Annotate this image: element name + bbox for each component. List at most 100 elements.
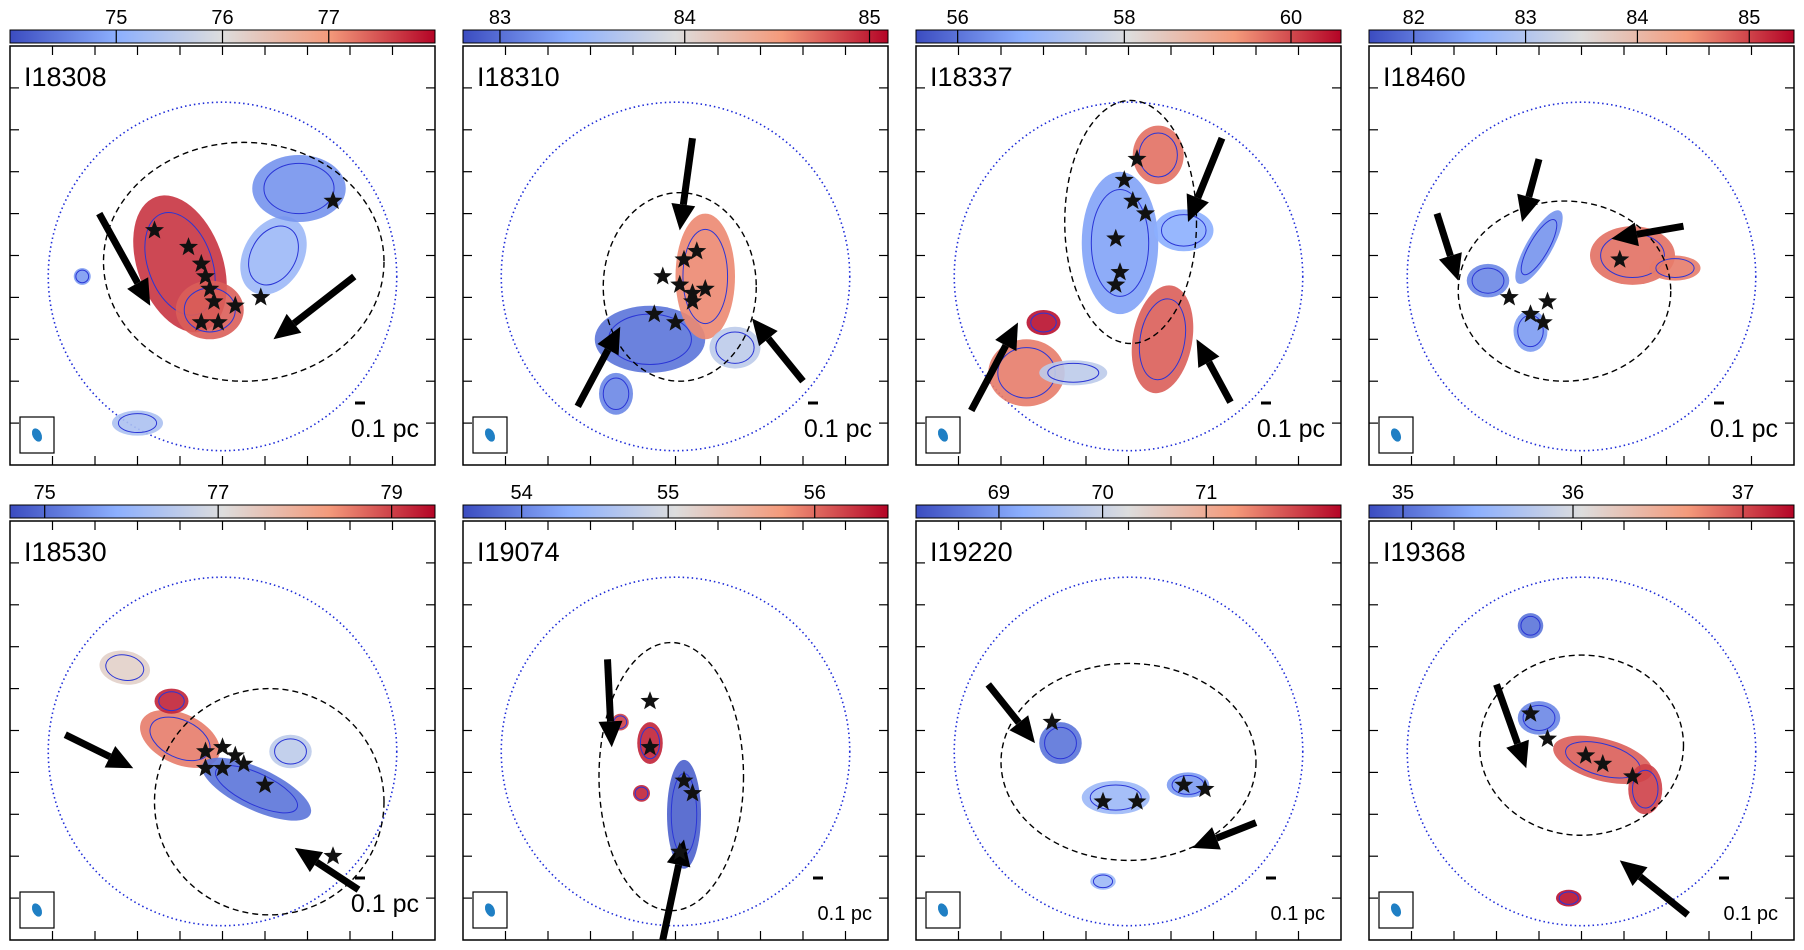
core-star bbox=[204, 291, 224, 310]
dashed-outline bbox=[1478, 654, 1685, 836]
core-star bbox=[683, 783, 702, 802]
flow-arrow bbox=[63, 731, 134, 769]
scale-bar-label: 0.1 pc bbox=[1724, 903, 1778, 925]
flow-arrow bbox=[752, 318, 806, 384]
velocity-region bbox=[252, 154, 346, 222]
intensity-contour bbox=[1522, 704, 1556, 731]
panel-frame bbox=[915, 520, 1342, 941]
intensity-contour bbox=[1471, 267, 1505, 294]
core-star bbox=[1127, 149, 1147, 168]
core-star bbox=[196, 758, 215, 777]
velocity-region bbox=[1081, 780, 1150, 815]
core-star bbox=[323, 191, 343, 210]
colorbar-tick-label: 55 bbox=[657, 482, 679, 504]
velocity-region bbox=[675, 213, 735, 340]
intensity-contour bbox=[117, 413, 158, 434]
field-circle bbox=[47, 101, 398, 452]
flow-arrow bbox=[273, 273, 357, 340]
core-star bbox=[191, 312, 211, 331]
colorbar bbox=[462, 504, 889, 519]
beam-ellipse bbox=[1390, 428, 1402, 442]
core-star bbox=[1174, 775, 1194, 794]
core-star bbox=[196, 741, 215, 760]
dashed-outline bbox=[1457, 200, 1672, 382]
field-circle bbox=[953, 101, 1304, 452]
flow-arrow bbox=[1517, 158, 1543, 222]
velocity-region bbox=[1039, 722, 1082, 765]
intensity-contour bbox=[274, 738, 307, 765]
core-star bbox=[323, 846, 343, 865]
core-star bbox=[213, 758, 232, 777]
colorbar bbox=[915, 29, 1342, 44]
core-star bbox=[653, 266, 673, 285]
intensity-contour bbox=[1030, 312, 1057, 333]
dashed-outline bbox=[1064, 99, 1198, 345]
velocity-region bbox=[140, 709, 220, 768]
velocity-region bbox=[1026, 309, 1061, 336]
flow-arrow bbox=[96, 211, 151, 306]
colorbar bbox=[462, 29, 889, 44]
core-star bbox=[1538, 291, 1557, 310]
colorbar-tick-label: 56 bbox=[804, 482, 826, 504]
intensity-contour bbox=[263, 162, 335, 215]
colorbar-tick-label: 71 bbox=[1195, 482, 1217, 504]
beam-box bbox=[1378, 891, 1414, 929]
colorbar-tick-label: 37 bbox=[1732, 482, 1754, 504]
core-star bbox=[145, 220, 164, 239]
velocity-region bbox=[988, 339, 1065, 407]
intensity-contour bbox=[1092, 874, 1114, 889]
panel-i18337: 56 58 60 I18337 0.1 pc bbox=[915, 7, 1342, 466]
panel-i18308: 75 76 77 I18308 0.1 pc bbox=[9, 7, 436, 466]
core-star bbox=[1610, 249, 1630, 268]
flow-arrow bbox=[598, 659, 623, 748]
beam-ellipse bbox=[1390, 903, 1402, 917]
core-star bbox=[200, 279, 220, 298]
core-star bbox=[1533, 312, 1553, 331]
flow-arrow bbox=[985, 682, 1035, 744]
core-star bbox=[670, 274, 690, 293]
core-star bbox=[225, 745, 245, 764]
core-star bbox=[666, 312, 685, 331]
intensity-contour bbox=[105, 654, 145, 681]
intensity-contour bbox=[602, 377, 630, 410]
core-star bbox=[1623, 766, 1642, 785]
panel-frame bbox=[1368, 520, 1795, 941]
colorbar bbox=[9, 504, 436, 519]
beam-ellipse bbox=[31, 428, 43, 442]
scale-bar-label: 0.1 pc bbox=[818, 903, 872, 925]
core-star bbox=[213, 737, 232, 756]
intensity-contour bbox=[1558, 891, 1579, 905]
velocity-region bbox=[269, 734, 312, 769]
core-star bbox=[225, 295, 245, 314]
panel-label: I19074 bbox=[477, 537, 560, 567]
intensity-contour bbox=[215, 765, 298, 814]
core-star bbox=[695, 279, 715, 298]
scale-bar-label: 0.1 pc bbox=[351, 890, 419, 918]
velocity-region bbox=[112, 410, 163, 436]
beam-ellipse bbox=[31, 903, 43, 917]
core-star bbox=[1593, 754, 1613, 773]
colorbar-tick-label: 84 bbox=[1626, 7, 1648, 29]
flow-arrow bbox=[1493, 683, 1529, 769]
core-star bbox=[1521, 304, 1540, 323]
core-star bbox=[1499, 287, 1519, 306]
colorbar-tick-label: 82 bbox=[1403, 7, 1425, 29]
panel-frame bbox=[1368, 45, 1795, 466]
colorbar-tick-label: 70 bbox=[1091, 482, 1113, 504]
beam-ellipse bbox=[484, 428, 496, 442]
colorbar-tick-label: 83 bbox=[1514, 7, 1536, 29]
field-circle bbox=[1406, 576, 1757, 927]
colorbar-tick-label: 75 bbox=[105, 7, 127, 29]
flow-arrow bbox=[1433, 212, 1462, 281]
core-star bbox=[1093, 791, 1113, 810]
velocity-region bbox=[154, 688, 189, 714]
core-star bbox=[670, 842, 690, 861]
colorbar-tick-label: 60 bbox=[1280, 7, 1302, 29]
dashed-outline bbox=[102, 141, 385, 382]
colorbar-tick-label: 54 bbox=[510, 482, 532, 504]
velocity-region bbox=[240, 216, 307, 295]
velocity-region bbox=[599, 372, 633, 415]
core-star bbox=[640, 737, 660, 756]
intensity-contour bbox=[75, 269, 90, 284]
velocity-region bbox=[1154, 209, 1214, 252]
